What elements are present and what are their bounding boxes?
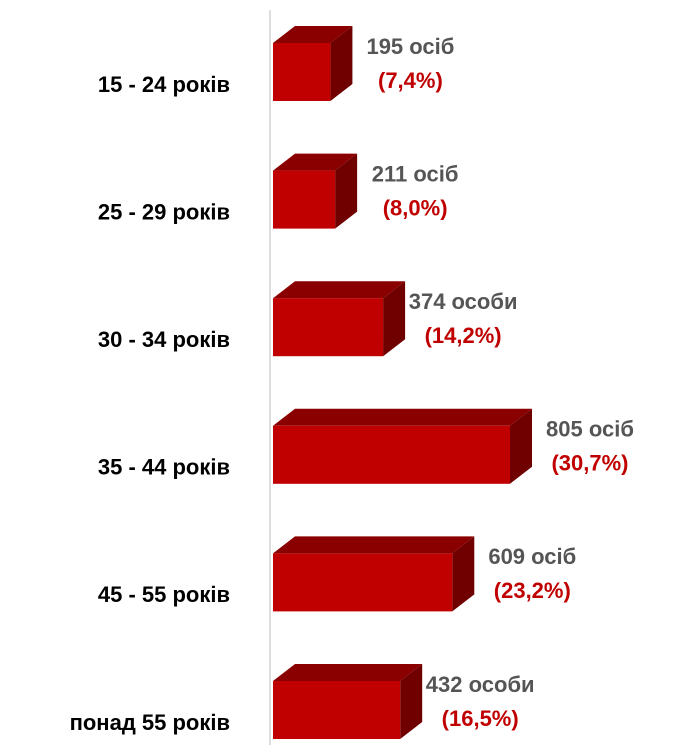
percent-label: (16,5%)	[442, 706, 519, 731]
bar	[273, 281, 406, 357]
bar-top	[273, 664, 423, 681]
bar-side	[335, 153, 358, 229]
bar-front	[273, 43, 331, 101]
value-label: 609 осіб	[488, 544, 576, 569]
percent-label: (14,2%)	[425, 323, 502, 348]
value-label: 805 осіб	[546, 417, 634, 442]
bar-side	[452, 536, 475, 612]
bar-front	[273, 170, 336, 229]
category-label: 35 - 44 років	[98, 455, 230, 480]
bar-top	[273, 536, 475, 554]
percent-label: (7,4%)	[378, 68, 443, 93]
bar-side	[330, 26, 353, 101]
bar	[273, 536, 475, 612]
bar	[273, 26, 353, 101]
category-label: 15 - 24 років	[98, 72, 230, 97]
bar	[273, 408, 532, 484]
bar-top	[273, 26, 353, 43]
bar-front	[273, 298, 384, 357]
bar-front	[273, 425, 510, 484]
bar-front	[273, 553, 453, 612]
bar-side	[510, 408, 532, 484]
category-label: 45 - 55 років	[98, 582, 230, 607]
category-label: 30 - 34 років	[98, 327, 230, 352]
category-label: 25 - 29 років	[98, 199, 230, 224]
bar-top	[273, 281, 406, 299]
value-label: 211 осіб	[372, 161, 459, 186]
bar	[273, 153, 358, 229]
percent-label: (8,0%)	[383, 195, 448, 220]
bar-top	[273, 153, 358, 171]
bar-side	[400, 664, 423, 739]
bar-top	[273, 408, 532, 426]
value-label: 432 особи	[426, 672, 535, 697]
value-label: 195 осіб	[366, 34, 454, 59]
percent-label: (30,7%)	[551, 451, 628, 476]
value-label: 374 особи	[409, 289, 518, 314]
percent-label: (23,2%)	[494, 578, 571, 603]
bar-side	[383, 281, 406, 357]
bar	[273, 664, 423, 739]
bar-front	[273, 681, 401, 739]
category-label: понад 55 років	[70, 710, 230, 735]
